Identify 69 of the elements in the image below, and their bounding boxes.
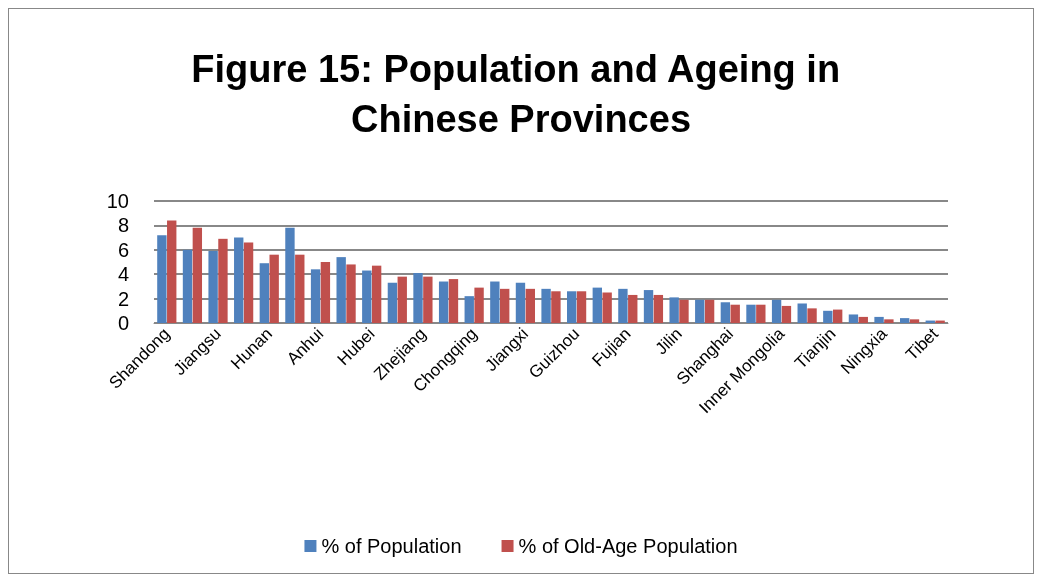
bar	[695, 299, 705, 323]
bar	[464, 296, 474, 323]
bar	[884, 319, 894, 323]
bar	[576, 291, 587, 323]
bar	[679, 299, 689, 323]
bar	[848, 314, 859, 323]
bar	[628, 294, 638, 323]
bar	[243, 242, 254, 323]
bar	[371, 265, 382, 323]
bar	[909, 319, 920, 323]
bar	[182, 249, 193, 323]
bar	[515, 282, 526, 323]
bar	[669, 297, 679, 323]
bar	[346, 264, 356, 323]
bar	[797, 303, 807, 323]
bar	[746, 304, 756, 323]
bar	[704, 299, 715, 323]
bar	[336, 257, 346, 323]
bar	[551, 291, 561, 323]
bar	[157, 235, 167, 323]
bar	[592, 287, 602, 323]
legend-label: % of Population	[321, 535, 462, 557]
bar	[643, 290, 654, 323]
y-tick-label: 0	[117, 312, 129, 334]
bar	[567, 291, 577, 323]
bar	[832, 309, 843, 323]
bar	[259, 263, 270, 323]
y-tick-label: 10	[106, 190, 129, 212]
y-tick-label: 4	[117, 263, 129, 286]
bar	[310, 269, 321, 323]
bar	[874, 316, 884, 323]
bar	[423, 276, 433, 323]
y-tick-label: 6	[117, 238, 129, 261]
bar	[899, 318, 910, 323]
bar	[500, 288, 510, 323]
bar	[285, 227, 295, 323]
bar	[490, 281, 500, 323]
bar	[448, 279, 459, 323]
bar	[192, 227, 203, 323]
bar	[438, 281, 449, 323]
bar	[362, 270, 372, 323]
bar	[474, 287, 484, 323]
bar	[387, 282, 398, 323]
bar	[730, 304, 740, 323]
bar	[602, 292, 612, 323]
bar	[525, 288, 535, 323]
bar	[653, 294, 664, 323]
bar	[413, 272, 423, 323]
bar	[781, 305, 792, 323]
bar	[234, 237, 244, 323]
bar	[823, 310, 833, 323]
bar	[167, 220, 177, 323]
bar	[208, 251, 218, 323]
bar	[295, 254, 305, 323]
bar	[269, 254, 279, 323]
bar	[771, 299, 782, 323]
y-tick-label: 8	[117, 214, 129, 237]
bar	[858, 316, 868, 323]
bar	[756, 304, 766, 323]
chart-title: Figure 15: Population and Ageing in Chinese Provinces	[191, 48, 851, 140]
legend-label: % of Old-Age Population	[518, 535, 738, 557]
bar	[807, 308, 817, 323]
bar	[720, 302, 731, 323]
bar	[397, 276, 407, 323]
bar	[320, 262, 331, 323]
y-tick-label: 2	[117, 287, 129, 310]
bar	[618, 288, 628, 323]
bar	[218, 238, 228, 323]
bar	[541, 288, 551, 323]
